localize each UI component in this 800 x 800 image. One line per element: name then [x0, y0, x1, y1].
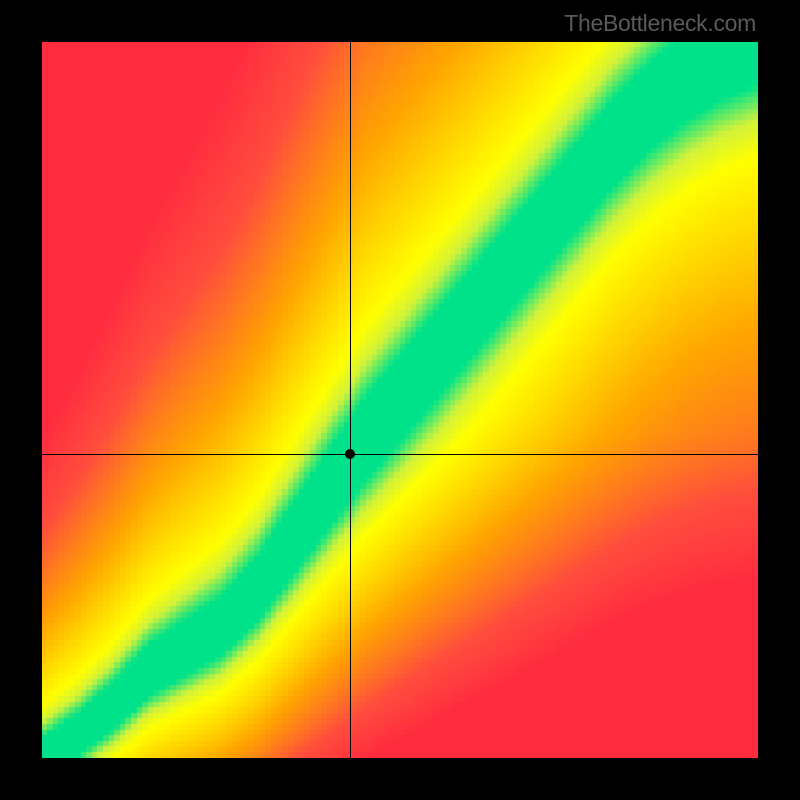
plot-area	[42, 42, 758, 758]
marker-dot	[345, 449, 355, 459]
bottleneck-heatmap-chart: TheBottleneck.com	[0, 0, 800, 800]
heatmap-canvas	[42, 42, 758, 758]
watermark-text: TheBottleneck.com	[564, 10, 756, 37]
crosshair-vertical	[350, 42, 351, 758]
crosshair-horizontal	[42, 454, 758, 455]
